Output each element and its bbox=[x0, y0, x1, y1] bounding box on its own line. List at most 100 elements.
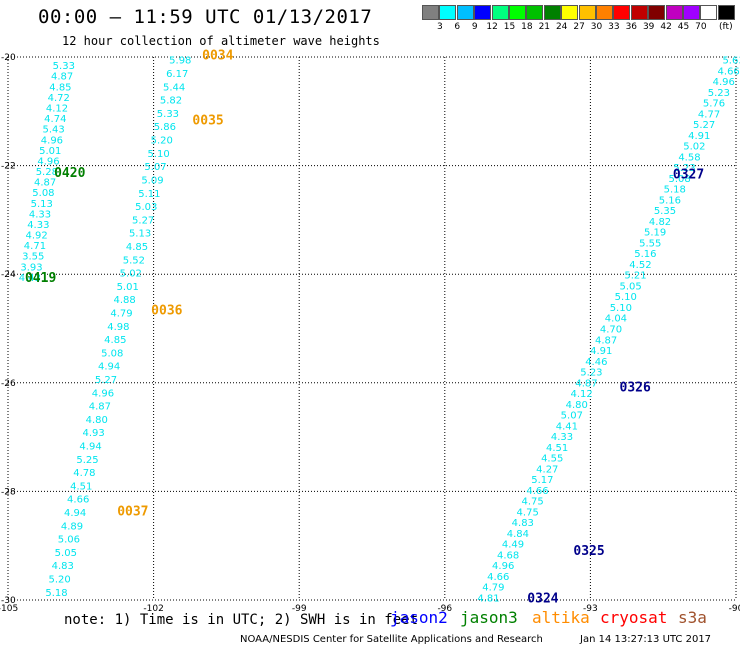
wave-height-value: 5.10 bbox=[615, 292, 637, 303]
wave-height-value: 4.85 bbox=[49, 82, 71, 93]
wave-height-value: 5.25 bbox=[76, 455, 98, 466]
wave-height-value: 4.96 bbox=[492, 561, 514, 572]
wave-height-value: 4.87 bbox=[595, 335, 617, 346]
latitude-tick-label: -28 bbox=[1, 487, 16, 497]
wave-height-value: 5.07 bbox=[561, 411, 583, 422]
color-scale-tick-label: 12 bbox=[486, 22, 498, 32]
wave-height-value: 5.18 bbox=[664, 185, 686, 196]
wave-height-value: 4.91 bbox=[590, 346, 612, 357]
wave-height-value: 4.75 bbox=[517, 507, 539, 518]
wave-height-value: 5.23 bbox=[708, 88, 730, 99]
wave-height-value: 5.20 bbox=[48, 575, 70, 586]
wave-height-value: 4.33 bbox=[551, 432, 573, 443]
wave-height-value: 4.74 bbox=[44, 114, 66, 125]
wave-height-value: 5.27 bbox=[693, 120, 715, 131]
wave-height-value: 5.63 bbox=[722, 56, 740, 67]
color-swatch bbox=[474, 5, 492, 20]
pass-time-label: 0324 bbox=[527, 591, 558, 606]
wave-height-value: 4.85 bbox=[126, 242, 148, 253]
wave-height-value: 4.83 bbox=[52, 561, 74, 572]
wave-height-value: 5.07 bbox=[144, 162, 166, 173]
wave-height-value: 4.66 bbox=[487, 572, 509, 583]
wave-height-value: 5.02 bbox=[120, 269, 142, 280]
wave-height-value: 4.79 bbox=[482, 583, 504, 594]
wave-height-value: 5.52 bbox=[123, 255, 145, 266]
longitude-tick-label: -105 bbox=[0, 604, 18, 614]
pass-time-label: 0420 bbox=[54, 166, 85, 181]
color-scale-tick-label: 33 bbox=[608, 22, 620, 32]
pass-time-label: 0034 bbox=[202, 48, 233, 63]
wave-height-value: 5.44 bbox=[163, 82, 185, 93]
wave-height-value: 5.82 bbox=[160, 96, 182, 107]
color-scale-tick-label: 36 bbox=[625, 22, 638, 32]
page-subtitle: 12 hour collection of altimeter wave hei… bbox=[62, 34, 380, 48]
wave-height-value: 5.19 bbox=[644, 228, 666, 239]
wave-height-value: 4.70 bbox=[600, 325, 622, 336]
wave-height-value: 5.18 bbox=[45, 588, 67, 599]
wave-height-value: 4.87 bbox=[34, 178, 56, 189]
wave-height-value: 4.84 bbox=[507, 529, 529, 540]
wave-height-value: 4.80 bbox=[86, 415, 108, 426]
wave-height-value: 4.87 bbox=[575, 378, 597, 389]
wave-height-value: 5.13 bbox=[129, 229, 151, 240]
color-scale-tick-label: 45 bbox=[677, 22, 690, 32]
wave-height-value: 4.72 bbox=[48, 93, 70, 104]
generated-timestamp: Jan 14 13:27:13 UTC 2017 bbox=[580, 634, 712, 645]
latitude-tick-label: -20 bbox=[1, 53, 16, 63]
color-swatch bbox=[456, 5, 474, 20]
wave-height-value: 4.96 bbox=[92, 388, 114, 399]
wave-height-value: 4.49 bbox=[502, 540, 524, 551]
wave-height-value: 4.71 bbox=[24, 241, 46, 252]
wave-height-value: 5.27 bbox=[95, 375, 117, 386]
color-scale-tick-label: 24 bbox=[555, 22, 568, 32]
latitude-tick-label: -24 bbox=[1, 270, 16, 280]
color-scale-tick-label: 6 bbox=[454, 22, 461, 32]
wave-height-value: 4.68 bbox=[497, 550, 519, 561]
wave-height-value: 5.28 bbox=[36, 167, 58, 178]
wave-height-value: 5.43 bbox=[42, 125, 64, 136]
satellite-legend-entry: jason2 bbox=[390, 608, 448, 627]
wave-height-value: 4.89 bbox=[61, 521, 83, 532]
pass-time-label: 0327 bbox=[673, 168, 704, 183]
pass-time-label: 0326 bbox=[620, 381, 651, 396]
pass-time-label: 0036 bbox=[151, 303, 182, 318]
wave-height-value: 5.27 bbox=[132, 215, 154, 226]
color-swatch bbox=[422, 5, 439, 20]
color-scale-tick-label: 39 bbox=[642, 22, 655, 32]
color-swatch bbox=[439, 5, 457, 20]
wave-height-value: 4.33 bbox=[29, 209, 51, 220]
wave-height-value: 4.04 bbox=[605, 314, 627, 325]
longitude-tick-label: -102 bbox=[143, 604, 163, 614]
wave-height-value: 4.66 bbox=[526, 486, 548, 497]
wave-height-value: 5.23 bbox=[580, 368, 602, 379]
wave-height-value: 4.33 bbox=[27, 220, 49, 231]
color-swatch bbox=[700, 5, 718, 20]
wave-height-value: 5.10 bbox=[610, 303, 632, 314]
wave-height-value: 5.76 bbox=[703, 99, 725, 110]
color-swatch bbox=[526, 5, 544, 20]
wave-height-value: 4.96 bbox=[41, 135, 63, 146]
wave-height-value: 5.01 bbox=[39, 146, 61, 157]
color-scale-tick-label: 15 bbox=[503, 22, 516, 32]
color-swatch bbox=[491, 5, 509, 20]
wave-height-value: 5.55 bbox=[639, 238, 661, 249]
color-swatch bbox=[613, 5, 631, 20]
wave-height-value: 4.77 bbox=[698, 109, 720, 120]
wave-height-value: 5.13 bbox=[31, 199, 53, 210]
wave-height-value: 5.05 bbox=[55, 548, 77, 559]
pass-time-label: 0035 bbox=[192, 113, 223, 128]
wave-height-value: 5.11 bbox=[138, 189, 160, 200]
wave-height-value: 4.46 bbox=[585, 357, 607, 368]
color-scale-tick-label: 30 bbox=[590, 22, 603, 32]
wave-height-value: 4.98 bbox=[107, 322, 129, 333]
wave-height-value: 5.98 bbox=[169, 56, 191, 67]
wave-height-value: 5.01 bbox=[117, 282, 139, 293]
wave-height-value: 5.05 bbox=[620, 281, 642, 292]
color-scale-tick-label: 3 bbox=[437, 22, 443, 32]
wave-height-value: 4.51 bbox=[70, 481, 92, 492]
longitude-tick-label: -99 bbox=[292, 604, 307, 614]
wave-height-value: 4.92 bbox=[26, 231, 48, 242]
wave-height-value: 4.43 bbox=[19, 273, 41, 284]
color-swatch bbox=[665, 5, 683, 20]
